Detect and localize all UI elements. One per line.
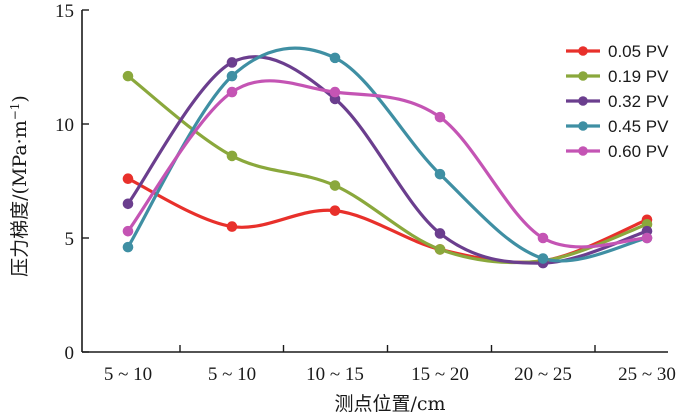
y-tick-labels: 0 5 10 15 xyxy=(55,1,74,364)
data-point xyxy=(226,70,238,82)
data-point xyxy=(122,70,134,82)
data-point xyxy=(122,173,134,185)
x-tick-label: 25 ~ 30 xyxy=(618,364,676,385)
data-point xyxy=(329,180,341,191)
legend-swatch-marker xyxy=(578,96,588,106)
x-tick-label: 10 ~ 15 xyxy=(306,364,364,385)
x-tick-label: 15 ~ 20 xyxy=(411,364,469,385)
legend-label: 0.45 PV xyxy=(608,117,669,136)
legend-swatch-marker xyxy=(578,146,588,156)
data-point xyxy=(226,221,238,232)
x-tick-labels: 5 ~ 10 5 ~ 10 10 ~ 15 15 ~ 20 20 ~ 25 25 ~ 30 xyxy=(104,364,676,385)
legend-label: 0.60 PV xyxy=(608,142,669,161)
y-axis-title: 压力梯度/(MPa·m−1) xyxy=(8,95,31,277)
x-tick-label: 20 ~ 25 xyxy=(514,364,572,385)
data-point xyxy=(122,198,134,210)
data-point xyxy=(641,232,653,244)
data-point xyxy=(226,57,238,68)
data-point xyxy=(226,86,238,98)
data-point xyxy=(537,253,549,264)
y-axis-title-main: 压力梯度/(MPa·m xyxy=(9,120,31,277)
y-tick-label: 0 xyxy=(65,343,75,364)
legend-label: 0.19 PV xyxy=(608,67,669,86)
data-point xyxy=(434,111,446,123)
x-tick-label: 5 ~ 10 xyxy=(208,364,256,385)
data-point xyxy=(122,225,134,237)
series-markers xyxy=(122,52,653,269)
data-point xyxy=(329,86,341,98)
legend: 0.05 PV 0.19 PV 0.32 PV 0.45 PV 0.60 PV xyxy=(566,42,669,161)
data-point xyxy=(434,168,446,180)
x-axis-title: 测点位置/cm xyxy=(334,393,445,415)
x-tick-label: 5 ~ 10 xyxy=(104,364,152,385)
y-tick-label: 10 xyxy=(55,115,74,136)
data-point xyxy=(537,232,549,244)
data-point xyxy=(434,244,446,255)
legend-swatch-marker xyxy=(578,46,588,56)
legend-swatch-marker xyxy=(578,71,588,81)
y-axis-title-superscript: −1 xyxy=(8,103,22,121)
series-curves xyxy=(126,46,649,265)
axes xyxy=(81,9,668,353)
data-point xyxy=(329,205,341,216)
y-tick-label: 5 xyxy=(65,229,75,250)
data-point xyxy=(329,52,341,64)
data-point xyxy=(226,150,238,162)
data-point xyxy=(122,241,134,253)
legend-label: 0.05 PV xyxy=(608,42,669,61)
data-point xyxy=(434,228,446,239)
legend-label: 0.32 PV xyxy=(608,92,669,111)
series-line xyxy=(126,55,649,265)
legend-swatch-marker xyxy=(578,121,588,131)
y-axis-title-close: ) xyxy=(9,95,31,102)
y-tick-label: 15 xyxy=(55,1,74,22)
